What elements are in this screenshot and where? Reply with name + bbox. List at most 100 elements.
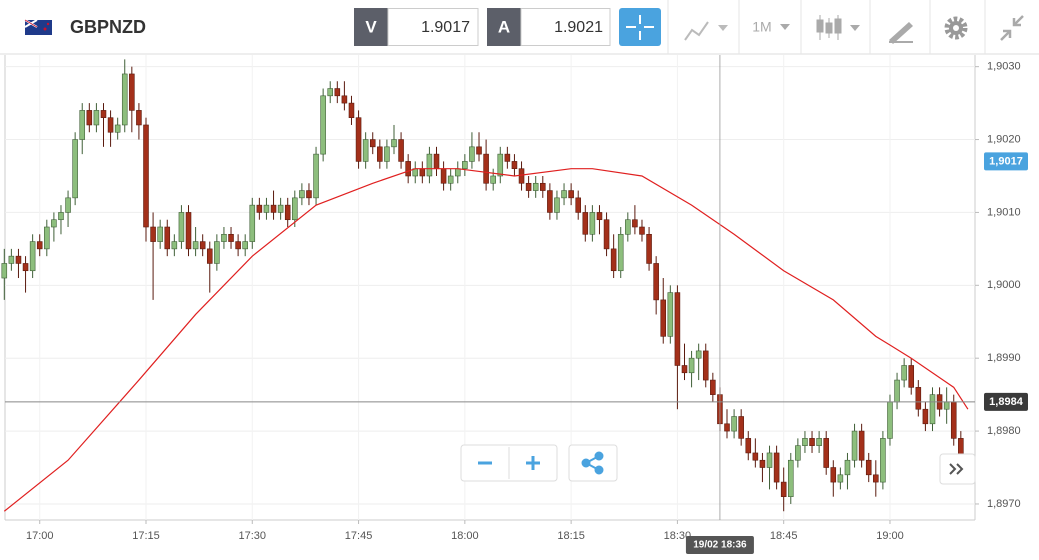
candle-body (164, 226, 171, 250)
share-button[interactable] (568, 444, 618, 482)
buy-price-box[interactable] (520, 8, 611, 46)
candle-body (738, 416, 744, 439)
candle-body (277, 204, 284, 213)
candle-body (702, 350, 709, 381)
crosshair-button[interactable] (619, 8, 661, 46)
candle-body (681, 365, 688, 374)
candle-body (129, 73, 135, 111)
candle-body (469, 146, 475, 162)
candle-body (809, 438, 815, 446)
symbol: GBPNZD (70, 17, 146, 37)
flag-star (46, 22, 50, 26)
candle-body (447, 175, 454, 184)
candle-body (1, 263, 8, 279)
candle-body (79, 110, 86, 140)
candle-body (710, 379, 716, 395)
scroll-latest-button[interactable] (939, 453, 976, 485)
candle-body (582, 212, 589, 235)
candle-body (873, 474, 879, 483)
candle-body (901, 365, 907, 381)
candle-body (844, 459, 851, 476)
candle-body (943, 401, 950, 410)
candle-body (221, 233, 227, 242)
candle-body (72, 139, 78, 199)
candle-body (192, 241, 199, 250)
candle-body (540, 182, 546, 191)
candle-body (320, 95, 326, 155)
candle-body (603, 219, 610, 250)
candle-body (185, 212, 192, 250)
candle-body (136, 110, 142, 126)
candle-body (823, 438, 829, 468)
candle-body (589, 212, 596, 235)
candle-body (575, 197, 581, 213)
candle-body (143, 124, 149, 228)
candle-body (532, 182, 539, 191)
candle-body (752, 452, 759, 461)
candle-body (256, 204, 263, 213)
x-tick-label: 17:15 (132, 530, 160, 542)
buy-button[interactable] (487, 8, 521, 46)
crosshair-label: 19/02 18:36 (693, 540, 747, 551)
zoom-in-button[interactable] (526, 456, 540, 470)
candle-body (65, 197, 71, 213)
sell-price-box[interactable] (387, 8, 479, 46)
candle-body (377, 146, 383, 162)
candle-body (795, 445, 801, 461)
candle-body (497, 153, 504, 177)
candle-body (228, 233, 234, 242)
candle-body (610, 248, 617, 272)
candle-body (206, 248, 213, 264)
y-tick-label: 1,8980 (987, 425, 1021, 437)
draw-tool-button[interactable] (889, 22, 913, 44)
timeframe[interactable]: 1M (752, 19, 771, 35)
candle-body (284, 204, 291, 221)
candle-body (178, 212, 185, 242)
candle-body (894, 379, 900, 403)
candle-body (419, 168, 426, 177)
flag (24, 19, 52, 35)
candle-body (745, 438, 752, 454)
candle-body (490, 175, 496, 184)
candle-body (908, 365, 915, 388)
candle-body (150, 226, 156, 242)
candle-body (362, 139, 369, 162)
candle-body (8, 255, 15, 264)
candle-body (58, 212, 64, 221)
collapse-button[interactable] (1000, 15, 1024, 41)
candle-body (837, 474, 844, 483)
crosshair-icon (626, 15, 654, 40)
buy-price: 1.9021 (554, 19, 603, 36)
candle-body (299, 190, 305, 199)
candle-body (667, 292, 674, 337)
candle-body (36, 241, 43, 250)
candle-body (29, 241, 36, 272)
candle-body (929, 394, 936, 425)
candle-body (830, 467, 837, 483)
candle-body (426, 153, 433, 177)
candle-body (724, 423, 730, 432)
candle-body (688, 357, 695, 374)
candle-body (454, 168, 461, 177)
candle-body (504, 153, 511, 162)
candle-body (816, 438, 822, 446)
candle-body (348, 102, 355, 118)
candle-body (22, 263, 29, 272)
candle-body (398, 139, 404, 162)
candle-body (249, 204, 256, 242)
sell-button[interactable] (354, 8, 388, 46)
candle-body (773, 452, 780, 483)
candle-body (759, 459, 766, 468)
x-tick-label: 18:45 (770, 530, 798, 542)
candle-body (766, 452, 773, 468)
candle-body (483, 153, 489, 184)
candle-body (86, 110, 93, 126)
candle-body (950, 401, 957, 439)
candle-body (171, 241, 178, 250)
flag-star (43, 27, 47, 31)
candle-body (121, 73, 128, 126)
candle-style-button[interactable] (816, 15, 860, 40)
candle-body (384, 146, 390, 162)
chart-type-button[interactable] (684, 21, 728, 41)
settings-button[interactable] (944, 16, 968, 40)
